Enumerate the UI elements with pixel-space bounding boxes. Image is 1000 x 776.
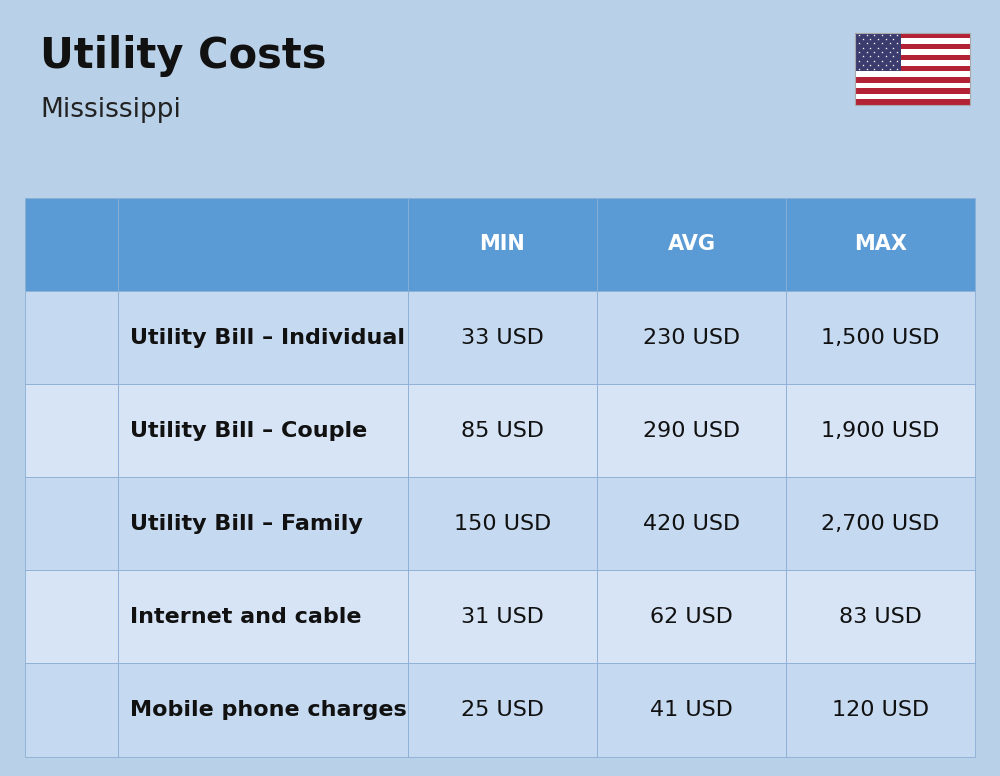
Bar <box>855 61 970 66</box>
Bar <box>25 570 118 663</box>
Text: Mobile phone charges: Mobile phone charges <box>130 700 407 720</box>
Bar <box>118 291 408 384</box>
Text: Utility Bill – Family: Utility Bill – Family <box>130 514 363 534</box>
Bar <box>855 33 970 38</box>
Text: MIN: MIN <box>480 234 525 255</box>
Bar <box>597 384 786 477</box>
Text: 2,700 USD: 2,700 USD <box>821 514 940 534</box>
Text: 120 USD: 120 USD <box>832 700 929 720</box>
Text: Mississippi: Mississippi <box>40 97 181 123</box>
Text: Utility Bill – Couple: Utility Bill – Couple <box>130 421 367 441</box>
Text: 25 USD: 25 USD <box>461 700 544 720</box>
Bar <box>25 477 118 570</box>
Text: 230 USD: 230 USD <box>643 327 740 348</box>
Bar <box>855 49 970 55</box>
Text: 33 USD: 33 USD <box>461 327 544 348</box>
Text: 420 USD: 420 USD <box>643 514 740 534</box>
Bar <box>786 384 975 477</box>
Bar <box>408 384 597 477</box>
Bar <box>786 477 975 570</box>
Bar <box>855 88 970 94</box>
Text: 150 USD: 150 USD <box>454 514 551 534</box>
Bar <box>408 570 597 663</box>
Text: 290 USD: 290 USD <box>643 421 740 441</box>
Bar <box>597 291 786 384</box>
Text: 62 USD: 62 USD <box>650 607 733 627</box>
Bar <box>25 291 118 384</box>
Bar <box>855 99 970 105</box>
Bar <box>855 66 970 71</box>
Bar <box>408 663 597 757</box>
Bar <box>408 477 597 570</box>
Bar <box>118 198 408 291</box>
Bar <box>25 663 118 757</box>
Bar <box>597 198 786 291</box>
Bar <box>25 198 118 291</box>
Bar <box>786 291 975 384</box>
Bar <box>855 94 970 99</box>
Bar <box>408 198 597 291</box>
Bar <box>855 38 970 43</box>
Bar <box>786 570 975 663</box>
Text: 41 USD: 41 USD <box>650 700 733 720</box>
Bar <box>855 33 970 105</box>
Bar <box>597 663 786 757</box>
Text: 31 USD: 31 USD <box>461 607 544 627</box>
Text: 85 USD: 85 USD <box>461 421 544 441</box>
Bar <box>855 71 970 77</box>
Text: AVG: AVG <box>667 234 715 255</box>
Bar <box>25 384 118 477</box>
Bar <box>118 570 408 663</box>
Bar <box>597 570 786 663</box>
Bar <box>855 55 970 61</box>
Bar <box>855 82 970 88</box>
Bar <box>118 477 408 570</box>
Bar <box>408 291 597 384</box>
Bar <box>786 198 975 291</box>
Bar <box>855 77 970 82</box>
Text: 1,900 USD: 1,900 USD <box>821 421 940 441</box>
Text: Utility Bill – Individual: Utility Bill – Individual <box>130 327 405 348</box>
Text: 1,500 USD: 1,500 USD <box>821 327 940 348</box>
Bar <box>118 663 408 757</box>
Bar <box>855 43 970 49</box>
Bar <box>597 477 786 570</box>
Bar <box>786 663 975 757</box>
Bar <box>855 33 901 71</box>
Text: MAX: MAX <box>854 234 907 255</box>
Text: 83 USD: 83 USD <box>839 607 922 627</box>
Text: Internet and cable: Internet and cable <box>130 607 362 627</box>
Text: Utility Costs: Utility Costs <box>40 35 326 77</box>
Bar <box>118 384 408 477</box>
